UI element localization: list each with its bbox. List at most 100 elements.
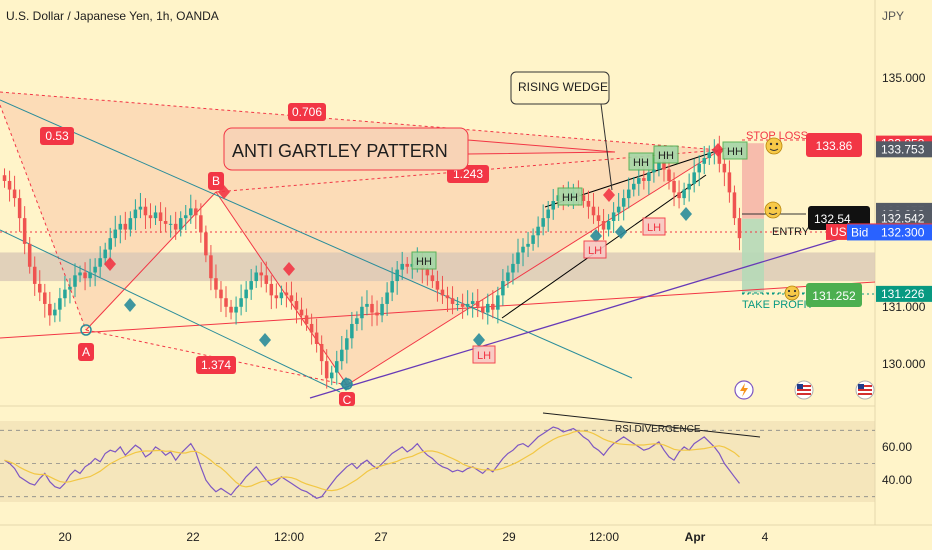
candle-body — [43, 292, 47, 304]
svg-text:C: C — [343, 393, 352, 407]
us-flag-event-icon[interactable] — [794, 380, 814, 400]
hh-label[interactable]: HH — [557, 187, 583, 206]
lh-label[interactable]: LH — [583, 240, 607, 259]
lh-label[interactable]: LH — [472, 345, 496, 364]
lightning-event-icon[interactable] — [734, 380, 754, 400]
candle-body — [173, 223, 178, 230]
hh-label[interactable]: HH — [628, 152, 654, 171]
candle-body — [727, 172, 732, 193]
candle-body — [405, 263, 409, 267]
candle-body — [239, 298, 243, 307]
candle-body — [319, 343, 324, 362]
candle-body — [435, 281, 440, 290]
rsi-divergence-line — [542, 412, 761, 438]
price-scale-label[interactable]: 132.542 — [876, 210, 932, 227]
price-scale-label[interactable]: 133.753 — [876, 141, 932, 158]
price-scale-label[interactable]: 132.300 Bid — [847, 224, 932, 241]
candle-body — [123, 223, 128, 230]
candle-body — [2, 175, 7, 181]
candle-body — [390, 281, 394, 293]
hh-label[interactable]: HH — [411, 251, 437, 270]
candle-body — [183, 215, 188, 219]
take-profit-price-box[interactable]: 131.252 — [806, 283, 862, 307]
candle-body — [22, 218, 27, 244]
rsi-ma-line — [4, 430, 740, 492]
candle-body — [702, 158, 707, 164]
price-label-box — [876, 210, 932, 227]
candle-body — [445, 295, 450, 299]
point-a-label[interactable]: A — [78, 343, 94, 361]
price-label-box — [876, 224, 932, 241]
candle-body — [148, 215, 153, 219]
candle-body — [687, 183, 691, 190]
candle-body — [314, 332, 319, 344]
rsi-tick-label: 60.00 — [882, 440, 912, 454]
candle-body — [697, 163, 701, 173]
candle-body — [234, 306, 238, 313]
candle-body — [17, 198, 22, 219]
pattern-callout-box[interactable] — [223, 127, 469, 171]
diamond-marker — [603, 188, 615, 202]
candle-body — [163, 221, 168, 224]
fib-ratio-label[interactable]: 0.706 — [288, 103, 326, 121]
candle-body — [601, 221, 606, 230]
fib-dotted-line — [0, 104, 87, 331]
fib-dotted-line — [0, 91, 721, 151]
svg-text:LH: LH — [647, 222, 661, 234]
time-tick-label: Apr — [685, 530, 706, 544]
rsi-tick-label: 40.00 — [882, 473, 912, 487]
candle-body — [113, 229, 118, 239]
point-b-label[interactable]: B — [208, 172, 224, 190]
diamond-marker — [283, 262, 295, 276]
candle-body — [536, 226, 540, 236]
candle-body — [486, 303, 490, 313]
point-c-label[interactable]: C — [339, 392, 355, 407]
candle-body — [526, 243, 530, 247]
candle-body — [621, 198, 626, 207]
wedge-callout-pointer — [600, 103, 613, 191]
candle-body — [143, 206, 148, 216]
price-label-box — [876, 285, 932, 302]
candle-body — [259, 272, 264, 276]
fib-ratio-label[interactable]: 0.53 — [40, 127, 74, 145]
price-scale-label[interactable]: 131.226 — [876, 285, 932, 302]
fib-ratio-label[interactable]: 1.374 — [196, 356, 236, 374]
candle-body — [370, 303, 374, 313]
wedge-callout-box[interactable] — [510, 71, 610, 105]
chart-title: U.S. Dollar / Japanese Yen, 1h, OANDA — [6, 9, 219, 23]
svg-text:1.243: 1.243 — [453, 167, 483, 181]
lh-label[interactable]: LH — [642, 217, 666, 236]
hh-label[interactable]: HH — [722, 141, 748, 160]
svg-text:HH: HH — [416, 256, 432, 268]
svg-text:A: A — [82, 345, 90, 359]
price-label-value: 133.753 — [881, 142, 925, 156]
time-tick-label: 29 — [502, 530, 516, 544]
us-flag-event-icon[interactable] — [855, 380, 875, 400]
candle-body — [637, 178, 641, 184]
channel-line — [0, 99, 633, 379]
candle-body — [269, 283, 274, 296]
diamond-marker — [124, 298, 136, 312]
channel-line — [0, 229, 341, 393]
hh-label[interactable]: HH — [653, 145, 679, 164]
time-tick-label: 22 — [186, 530, 200, 544]
candle-body — [717, 149, 722, 164]
price-label-prefix: Bid — [851, 225, 868, 239]
candle-body — [153, 212, 158, 219]
time-tick-label: 12:00 — [589, 530, 619, 544]
candle-body — [63, 289, 67, 299]
candle-body — [591, 206, 596, 216]
candle-body — [430, 275, 435, 282]
candle-body — [12, 189, 17, 199]
candle-body — [7, 180, 12, 190]
take-profit-zone — [742, 218, 764, 293]
face-emoji-icon — [765, 137, 783, 155]
candle-body — [335, 361, 339, 373]
stop-loss-price-box[interactable]: 133.86 — [806, 133, 862, 157]
candle-body — [521, 246, 525, 253]
candle-body — [662, 160, 666, 170]
candle-body — [279, 292, 284, 299]
candle-body — [511, 263, 515, 273]
take-profit-value: 131.252 — [812, 289, 856, 303]
